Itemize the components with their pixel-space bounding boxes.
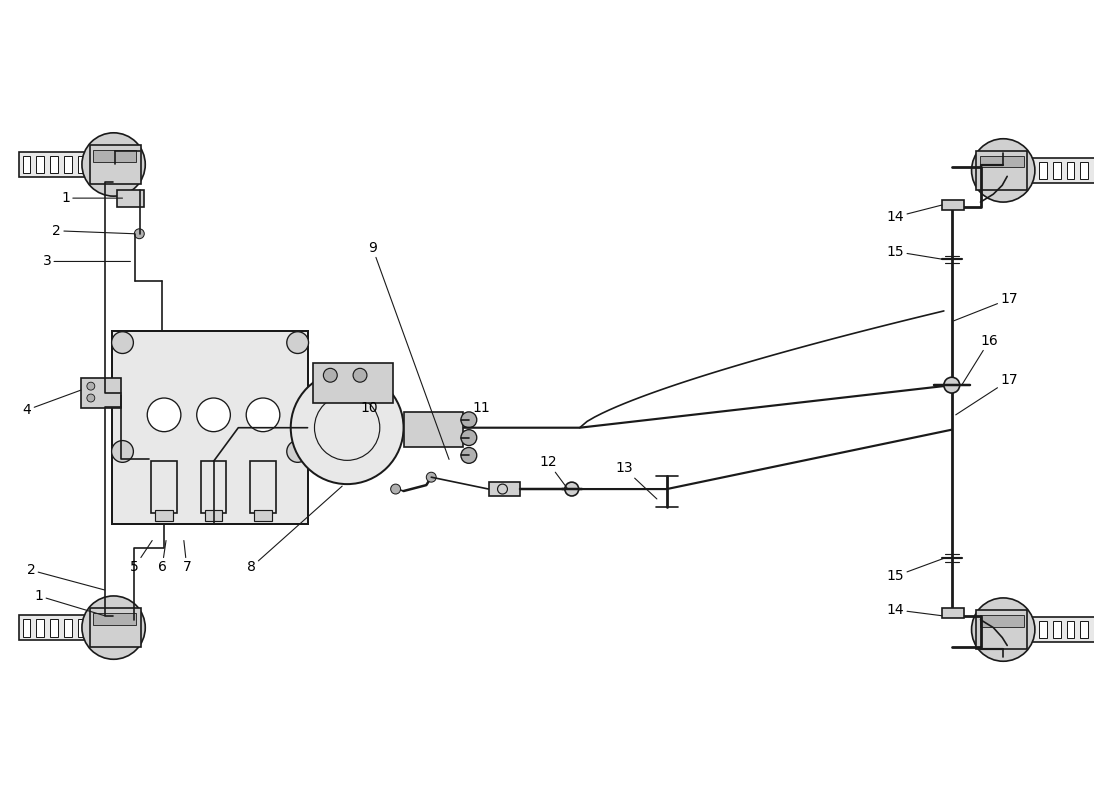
Circle shape [988,154,1019,186]
Text: 8: 8 [246,486,342,574]
Bar [78,155,86,174]
Circle shape [971,598,1035,662]
Text: 1: 1 [34,589,104,616]
Circle shape [87,394,95,402]
Text: 14: 14 [887,205,942,224]
Text: 14: 14 [887,602,942,617]
Text: 17: 17 [956,374,1018,415]
Circle shape [147,398,180,432]
Text: 2: 2 [26,563,105,590]
Polygon shape [19,614,96,641]
Text: 13: 13 [615,462,657,499]
Polygon shape [976,150,1027,190]
Text: 10: 10 [360,401,377,415]
Bar [64,155,72,174]
Circle shape [988,614,1019,646]
Text: 7: 7 [183,541,191,574]
Text: 15: 15 [887,245,944,259]
Bar [1080,621,1088,638]
Text: 1: 1 [62,191,122,205]
Bar [117,190,144,207]
Circle shape [81,133,145,196]
Circle shape [290,371,404,484]
Circle shape [87,382,95,390]
Bar [488,482,520,496]
Bar [1038,162,1047,179]
Bar [23,618,31,637]
Text: 2: 2 [53,224,134,238]
Bar [36,155,44,174]
Polygon shape [19,152,96,178]
Bar [1053,621,1060,638]
Bar [200,462,227,513]
Circle shape [564,482,579,496]
Circle shape [287,332,308,354]
Text: 4: 4 [23,390,81,417]
Bar [92,613,136,625]
Bar [942,200,964,210]
Bar [92,150,136,162]
Bar [250,462,276,513]
Bar [36,618,44,637]
Bar [980,155,1024,167]
Bar [1038,621,1047,638]
Text: 9: 9 [367,241,449,459]
Polygon shape [90,145,141,184]
Circle shape [98,149,130,180]
Bar [1067,621,1075,638]
Bar [51,155,58,174]
Circle shape [461,430,476,446]
Circle shape [98,612,130,643]
Circle shape [427,472,437,482]
Text: 17: 17 [954,292,1018,321]
Text: 11: 11 [473,401,491,415]
Polygon shape [1021,158,1098,183]
Bar [404,412,463,446]
Polygon shape [90,608,141,647]
Circle shape [461,447,476,463]
Bar [314,363,393,403]
Bar [23,155,31,174]
Circle shape [461,412,476,428]
Bar [980,614,1024,626]
Bar [78,618,86,637]
Circle shape [971,138,1035,202]
Bar [151,462,177,513]
Polygon shape [976,610,1027,650]
Bar [111,330,308,524]
Circle shape [246,398,279,432]
Bar [205,510,222,521]
Bar [155,510,173,521]
Circle shape [323,368,338,382]
Circle shape [197,398,230,432]
Bar [51,618,58,637]
Bar [1080,162,1088,179]
Circle shape [944,378,959,393]
Bar [1025,162,1033,179]
Text: 16: 16 [961,334,998,385]
Circle shape [390,484,400,494]
Text: 12: 12 [539,455,568,489]
Circle shape [353,368,367,382]
Circle shape [134,229,144,238]
Circle shape [287,441,308,462]
Circle shape [81,596,145,659]
Bar [64,618,72,637]
Bar [1053,162,1060,179]
Bar [1025,621,1033,638]
Circle shape [111,332,133,354]
Bar [1067,162,1075,179]
Text: 5: 5 [130,541,152,574]
Bar [942,608,964,618]
Polygon shape [1021,617,1098,642]
Circle shape [111,441,133,462]
Bar [81,378,121,408]
Bar [254,510,272,521]
Text: 3: 3 [43,254,131,269]
Text: 15: 15 [887,558,944,583]
Text: 6: 6 [157,541,166,574]
